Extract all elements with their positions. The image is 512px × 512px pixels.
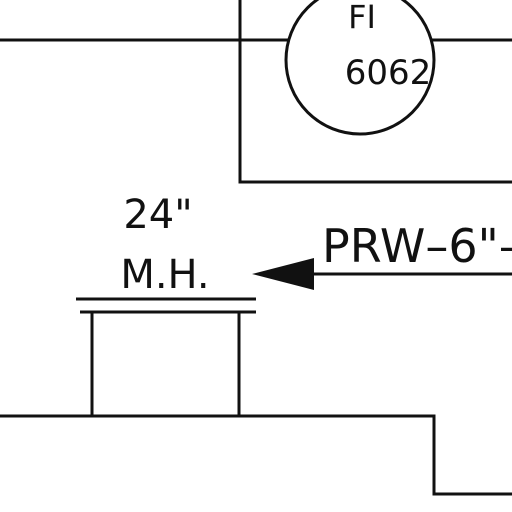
manhole-size: 24"	[123, 192, 192, 238]
pipe-label: PRW–6"–	[322, 219, 512, 273]
instrument-tag-letters: FI	[348, 0, 376, 36]
arrowhead-icon	[252, 258, 314, 290]
instrument-bubble[interactable]	[284, 0, 436, 136]
base-structure-line	[0, 414, 512, 496]
manhole-label: 24" M.H.	[120, 192, 209, 298]
instrument-enclosure-line	[238, 0, 512, 184]
pipe-callout: PRW–6"–	[252, 219, 512, 290]
manhole-symbol[interactable]	[76, 297, 256, 416]
manhole-abbr: M.H.	[120, 252, 209, 298]
instrument-tag-number: 6062	[345, 53, 432, 93]
instrument-group: FI 6062	[0, 0, 512, 184]
